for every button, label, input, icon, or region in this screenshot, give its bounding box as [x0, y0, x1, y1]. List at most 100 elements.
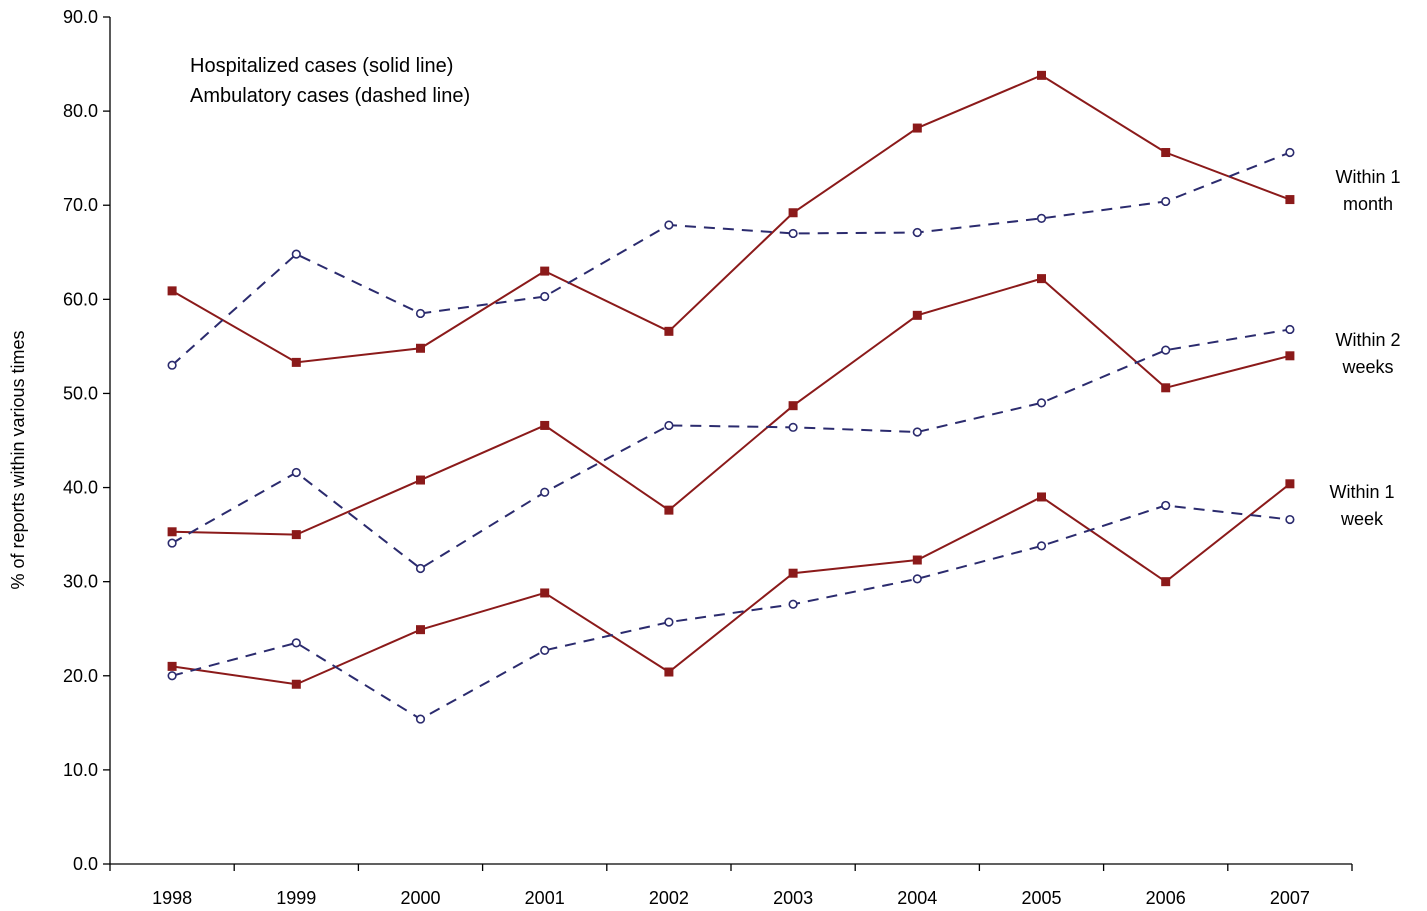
x-ticks: 1998 1999 2000 2001 2002 2003 2004 2005 2006 2007 — [110, 864, 1352, 908]
point-2weeks-dashed-2006 — [1162, 346, 1170, 354]
point-2weeks-solid-2001 — [540, 421, 549, 430]
point-1week-solid-2003 — [789, 569, 798, 578]
y-tick-label-4: 40.0 — [63, 478, 98, 498]
annotation-2weeks-line2: weeks — [1341, 357, 1393, 377]
point-month-solid-2000 — [416, 344, 425, 353]
series-2weeks-dashed — [168, 326, 1293, 573]
point-2weeks-solid-2004 — [913, 311, 922, 320]
x-tick-label-9: 2007 — [1270, 888, 1310, 908]
point-month-solid-2001 — [540, 267, 549, 276]
point-1week-solid-2005 — [1037, 492, 1046, 501]
point-month-dashed-2004 — [914, 229, 922, 237]
point-2weeks-solid-2002 — [664, 506, 673, 515]
point-2weeks-solid-2006 — [1161, 383, 1170, 392]
x-tick-label-7: 2005 — [1021, 888, 1061, 908]
legend-line-hospitalized: Hospitalized cases (solid line) — [190, 55, 453, 77]
point-month-solid-2005 — [1037, 71, 1046, 80]
point-month-dashed-2000 — [417, 310, 425, 318]
point-1week-dashed-2001 — [541, 647, 549, 655]
x-tick-label-3: 2001 — [525, 888, 565, 908]
point-1week-dashed-1998 — [168, 672, 176, 680]
legend: Hospitalized cases (solid line) Ambulato… — [190, 55, 470, 107]
annotation-month-line2: month — [1343, 194, 1393, 214]
series-layer — [168, 71, 1295, 723]
y-tick-label-6: 60.0 — [63, 289, 98, 309]
point-1week-dashed-1999 — [293, 639, 301, 647]
x-tick-label-2: 2000 — [400, 888, 440, 908]
annotation-month-line1: Within 1 — [1335, 167, 1400, 187]
annotation-2weeks-line1: Within 2 — [1335, 330, 1400, 350]
point-1week-solid-2001 — [540, 588, 549, 597]
x-tick-label-6: 2004 — [897, 888, 937, 908]
point-month-dashed-1999 — [293, 250, 301, 258]
point-month-solid-2006 — [1161, 148, 1170, 157]
series-line-month-dashed — [172, 153, 1290, 366]
point-month-dashed-2006 — [1162, 198, 1170, 206]
y-axis-label: % of reports within various times — [8, 330, 28, 589]
point-1week-solid-1998 — [168, 662, 177, 671]
point-month-dashed-2002 — [665, 221, 673, 229]
point-1week-dashed-2006 — [1162, 502, 1170, 510]
series-month-dashed — [168, 149, 1293, 369]
point-2weeks-dashed-2000 — [417, 565, 425, 573]
point-1week-dashed-2005 — [1038, 542, 1046, 550]
point-1week-solid-1999 — [292, 680, 301, 689]
annotation-1week-line1: Within 1 — [1329, 482, 1394, 502]
point-month-solid-2007 — [1285, 195, 1294, 204]
series-1week-dashed — [168, 502, 1293, 723]
y-tick-label-1: 10.0 — [63, 760, 98, 780]
x-tick-label-8: 2006 — [1146, 888, 1186, 908]
point-month-solid-2003 — [789, 208, 798, 217]
group-annotations: Within 1 month Within 2 weeks Within 1 w… — [1329, 167, 1400, 529]
point-1week-dashed-2002 — [665, 618, 673, 626]
point-2weeks-dashed-1998 — [168, 539, 176, 547]
point-month-solid-1998 — [168, 286, 177, 295]
y-ticks: 0.0 10.0 20.0 30.0 40.0 50.0 60.0 70.0 80.0 90.0 — [63, 7, 110, 874]
y-tick-label-0: 0.0 — [73, 854, 98, 874]
point-2weeks-dashed-2001 — [541, 488, 549, 496]
series-line-2weeks-dashed — [172, 329, 1290, 568]
point-month-dashed-1998 — [168, 361, 176, 369]
series-line-1week-solid — [172, 484, 1290, 684]
point-2weeks-dashed-2003 — [789, 424, 797, 432]
point-2weeks-solid-2000 — [416, 476, 425, 485]
series-line-2weeks-solid — [172, 279, 1290, 535]
y-tick-label-2: 20.0 — [63, 666, 98, 686]
point-2weeks-solid-2007 — [1285, 351, 1294, 360]
series-line-1week-dashed — [172, 505, 1290, 719]
point-2weeks-solid-2003 — [789, 401, 798, 410]
point-month-dashed-2005 — [1038, 215, 1046, 223]
x-tick-label-4: 2002 — [649, 888, 689, 908]
series-line-month-solid — [172, 75, 1290, 362]
point-1week-dashed-2007 — [1286, 516, 1294, 524]
legend-line-ambulatory: Ambulatory cases (dashed line) — [190, 85, 470, 107]
series-2weeks-solid — [168, 274, 1295, 539]
y-tick-label-9: 90.0 — [63, 7, 98, 27]
point-2weeks-solid-1999 — [292, 530, 301, 539]
y-tick-label-3: 30.0 — [63, 572, 98, 592]
point-2weeks-solid-1998 — [168, 527, 177, 536]
point-month-dashed-2003 — [789, 230, 797, 238]
point-month-dashed-2001 — [541, 293, 549, 301]
point-2weeks-dashed-2002 — [665, 422, 673, 430]
x-tick-label-5: 2003 — [773, 888, 813, 908]
axes — [110, 17, 1352, 864]
x-tick-label-1: 1999 — [276, 888, 316, 908]
point-1week-solid-2000 — [416, 625, 425, 634]
series-1week-solid — [168, 479, 1295, 688]
point-2weeks-dashed-2005 — [1038, 399, 1046, 407]
y-tick-label-8: 80.0 — [63, 101, 98, 121]
point-2weeks-dashed-2007 — [1286, 326, 1294, 334]
point-month-solid-2002 — [664, 327, 673, 336]
point-1week-solid-2006 — [1161, 577, 1170, 586]
point-month-solid-1999 — [292, 358, 301, 367]
point-1week-dashed-2003 — [789, 600, 797, 608]
point-2weeks-dashed-1999 — [293, 469, 301, 477]
point-1week-dashed-2004 — [914, 575, 922, 583]
point-1week-dashed-2000 — [417, 715, 425, 723]
series-month-solid — [168, 71, 1295, 367]
point-1week-solid-2002 — [664, 668, 673, 677]
y-tick-label-5: 50.0 — [63, 383, 98, 403]
point-month-dashed-2007 — [1286, 149, 1294, 157]
